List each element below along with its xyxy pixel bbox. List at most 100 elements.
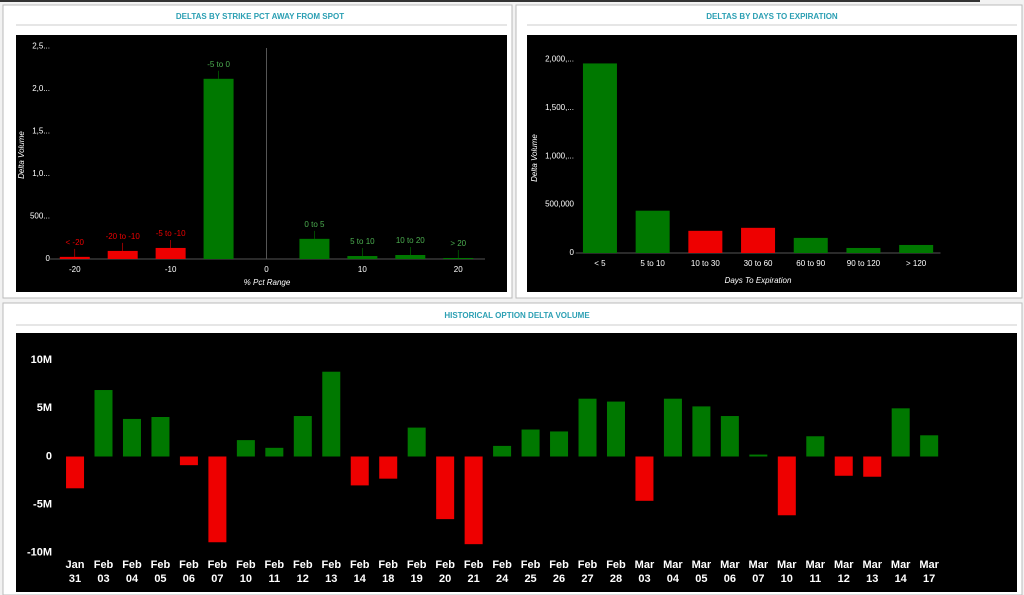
y-tick-label: 1,500,... (545, 103, 574, 112)
x-tick-label: Feb (179, 559, 199, 571)
x-tick-label: Mar (862, 559, 882, 571)
x-tick-label: 60 to 90 (796, 259, 825, 268)
bar (236, 440, 255, 457)
y-axis-label: Delta Volume (530, 134, 539, 182)
x-tick-label: Mar (635, 559, 655, 571)
x-tick-label: 18 (382, 573, 394, 585)
x-tick-label: 10 (240, 573, 252, 585)
bar (720, 416, 739, 457)
y-tick-label: -5M (33, 499, 52, 511)
x-tick-label: Mar (834, 559, 854, 571)
x-tick-label: 5 to 10 (640, 259, 665, 268)
x-tick-label: 21 (468, 573, 480, 585)
x-tick-label: Feb (492, 559, 512, 571)
bar-label: < -20 (66, 238, 85, 247)
x-tick-label: 27 (581, 573, 593, 585)
bar (863, 456, 882, 477)
x-tick-label: 17 (923, 573, 935, 585)
bar (265, 447, 284, 457)
x-tick-label: 12 (838, 573, 850, 585)
x-tick-label: 25 (524, 573, 536, 585)
x-tick-label: 05 (695, 573, 707, 585)
bar (208, 456, 227, 543)
bar (920, 435, 939, 457)
bar (806, 436, 825, 457)
x-tick-label: Feb (378, 559, 398, 571)
y-tick-label: 1,5... (32, 127, 50, 136)
x-tick-label: 03 (97, 573, 109, 585)
bar (777, 456, 796, 516)
bar (151, 417, 170, 457)
bar (550, 431, 569, 457)
x-tick-label: Feb (151, 559, 171, 571)
bar (94, 390, 113, 457)
x-tick-label: 24 (496, 573, 509, 585)
bar (493, 445, 512, 457)
bar-label: 10 to 20 (396, 236, 425, 245)
top-edge (0, 0, 980, 2)
bar (66, 456, 85, 489)
x-tick-label: Feb (606, 559, 626, 571)
bar (203, 78, 234, 259)
bar (155, 247, 186, 259)
x-tick-label: 11 (809, 573, 821, 585)
x-tick-label: Mar (805, 559, 825, 571)
bar (741, 227, 776, 253)
x-tick-label: < 5 (594, 259, 606, 268)
x-tick-label: Mar (663, 559, 683, 571)
x-tick-label: 31 (69, 573, 81, 585)
bar (179, 456, 198, 466)
x-tick-label: 14 (354, 573, 367, 585)
x-tick-label: 28 (610, 573, 622, 585)
x-tick-label: Feb (265, 559, 285, 571)
chart-title: DELTAS BY STRIKE PCT AWAY FROM SPOT (176, 12, 344, 21)
x-tick-label: 03 (638, 573, 650, 585)
x-tick-label: -10 (165, 265, 177, 274)
bar (688, 230, 723, 253)
y-tick-label: 2,000,... (545, 54, 574, 63)
y-tick-label: 5M (37, 402, 52, 414)
bar-label: 0 to 5 (304, 220, 325, 229)
x-tick-label: Feb (236, 559, 256, 571)
x-tick-label: Feb (435, 559, 455, 571)
bar (793, 237, 828, 253)
bar (293, 416, 312, 457)
x-tick-label: Feb (464, 559, 484, 571)
x-tick-label: 10 (358, 265, 367, 274)
bar (347, 256, 378, 259)
bar (379, 456, 398, 479)
x-tick-label: 20 (439, 573, 451, 585)
bar-label: -5 to -10 (156, 229, 186, 238)
y-tick-label: 2,0... (32, 84, 50, 93)
x-tick-label: Feb (521, 559, 541, 571)
x-tick-label: 0 (264, 265, 269, 274)
x-tick-label: Feb (122, 559, 142, 571)
x-tick-label: 06 (183, 573, 195, 585)
bar (846, 247, 881, 253)
bar (436, 456, 455, 520)
bar (395, 255, 426, 259)
y-tick-label: 10M (31, 354, 52, 366)
x-tick-label: -20 (69, 265, 81, 274)
y-axis-label: Delta Volume (17, 131, 26, 179)
x-tick-label: 06 (724, 573, 736, 585)
bar-label: > 20 (450, 239, 466, 248)
x-tick-label: Feb (549, 559, 569, 571)
chart-title: HISTORICAL OPTION DELTA VOLUME (444, 311, 590, 320)
y-tick-label: 1,000,... (545, 151, 574, 160)
x-tick-label: Mar (919, 559, 939, 571)
x-tick-label: Mar (692, 559, 712, 571)
x-tick-label: 10 to 30 (691, 259, 720, 268)
x-tick-label: 05 (154, 573, 166, 585)
x-tick-label: > 120 (906, 259, 927, 268)
x-tick-label: 04 (126, 573, 139, 585)
bar (299, 238, 330, 259)
y-tick-label: 0 (46, 450, 52, 462)
bar (578, 398, 597, 457)
bar (692, 406, 711, 457)
x-tick-label: Feb (407, 559, 427, 571)
bar (582, 63, 617, 254)
bar (635, 456, 654, 501)
plot-area (16, 35, 507, 292)
